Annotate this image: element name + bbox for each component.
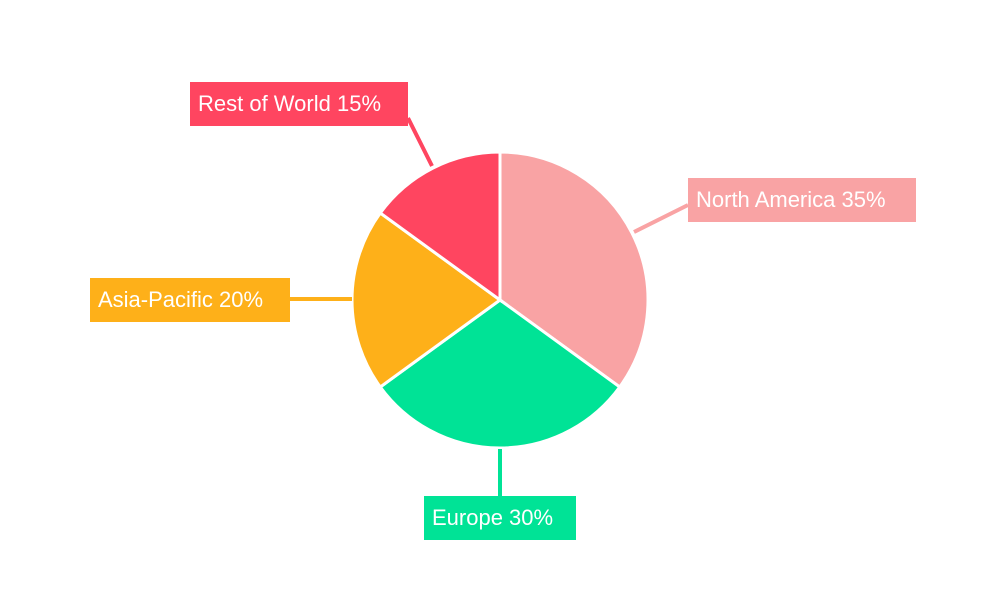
label-europe: Europe 30%	[424, 496, 576, 540]
pie-slice-asia-pacific	[350, 210, 503, 390]
label-rest-of-world: Rest of World 15%	[190, 82, 408, 126]
label-north-america: North America 35%	[688, 178, 916, 222]
leader-line	[406, 117, 434, 167]
pie-slice-rest-of-world	[378, 150, 502, 303]
label-asia-pacific: Asia-Pacific 20%	[90, 278, 290, 322]
pie-slice-north-america	[498, 150, 650, 390]
pie-slice-europe	[378, 298, 622, 450]
leader-line	[633, 203, 689, 234]
